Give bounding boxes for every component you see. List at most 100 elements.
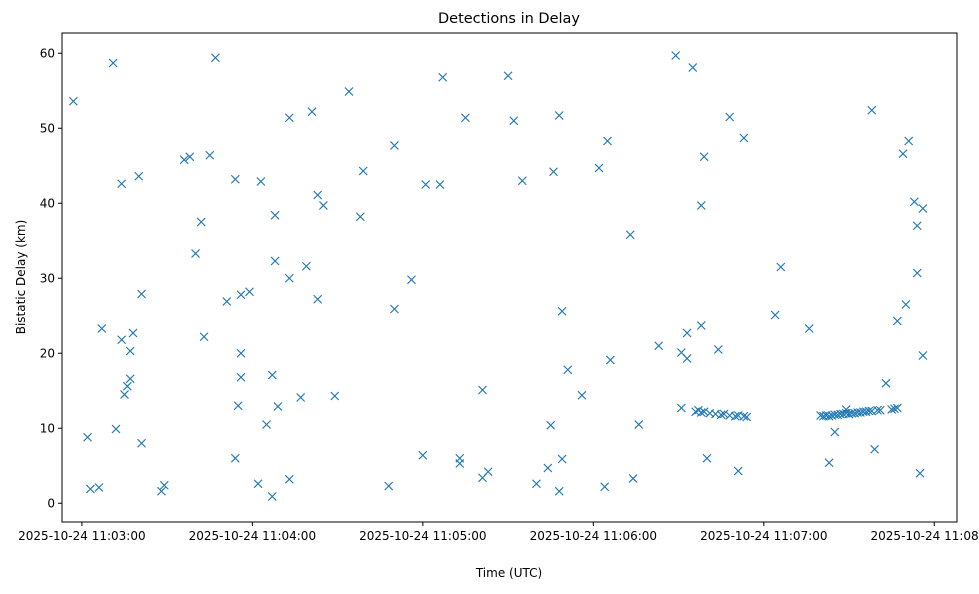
- data-point: [230, 453, 240, 463]
- data-point: [739, 411, 749, 421]
- data-point: [676, 403, 686, 413]
- data-point: [867, 105, 877, 115]
- data-point: [557, 454, 567, 464]
- data-point: [546, 420, 556, 430]
- data-point: [421, 180, 431, 189]
- data-point: [270, 256, 280, 266]
- data-point: [125, 346, 135, 356]
- data-point: [873, 405, 882, 415]
- x-tick-label: 2025-10-24 11:07:00: [700, 529, 827, 543]
- data-point: [682, 354, 692, 363]
- data-point: [770, 310, 780, 320]
- data-point: [418, 450, 428, 460]
- data-point: [739, 133, 749, 143]
- data-point: [284, 273, 294, 283]
- data-point: [117, 179, 127, 189]
- data-point: [696, 321, 706, 330]
- data-point: [179, 155, 189, 165]
- data-point: [273, 402, 283, 411]
- data-point: [699, 407, 709, 417]
- data-point: [199, 332, 209, 342]
- data-point: [245, 287, 254, 297]
- x-tick-label: 2025-10-24 11:03:00: [18, 529, 145, 543]
- data-point: [554, 486, 564, 496]
- data-point: [262, 420, 271, 429]
- data-point: [83, 432, 92, 442]
- y-tick-label: 30: [40, 271, 55, 285]
- y-axis: 0 10 20 30 40 50 60: [40, 46, 62, 510]
- data-point: [307, 107, 317, 117]
- data-point: [97, 324, 107, 333]
- data-point: [111, 424, 121, 434]
- data-point: [557, 306, 567, 316]
- data-point: [455, 453, 465, 463]
- data-point: [625, 230, 635, 240]
- data-point: [841, 405, 851, 414]
- data-point: [461, 113, 470, 123]
- data-point: [563, 365, 573, 375]
- data-points: [68, 51, 928, 501]
- data-point: [682, 328, 692, 338]
- data-point: [600, 482, 610, 492]
- data-point: [699, 152, 709, 162]
- x-axis: 2025-10-24 11:03:00 2025-10-24 11:04:00 20…: [18, 522, 979, 543]
- data-point: [898, 149, 908, 159]
- data-point: [318, 201, 328, 210]
- data-point: [671, 51, 681, 60]
- data-point: [296, 393, 306, 402]
- x-tick-label: 2025-10-24 11:08:00: [871, 529, 979, 543]
- data-point: [543, 463, 553, 473]
- data-point: [549, 167, 558, 177]
- data-point: [892, 316, 902, 326]
- data-point: [284, 113, 294, 123]
- data-point: [185, 152, 195, 162]
- data-point: [824, 458, 834, 468]
- data-point: [407, 275, 416, 285]
- data-point: [688, 63, 698, 72]
- data-point: [719, 409, 729, 419]
- data-point: [503, 71, 513, 81]
- data-point: [157, 486, 166, 496]
- data-point: [696, 201, 706, 210]
- data-point: [478, 385, 487, 395]
- data-point: [230, 174, 240, 184]
- data-point: [509, 116, 519, 126]
- data-point: [864, 406, 874, 416]
- data-point: [384, 481, 394, 491]
- data-point: [890, 404, 899, 414]
- data-point: [191, 249, 200, 258]
- y-axis-label: Bistatic Delay (km): [14, 220, 28, 335]
- x-axis-label: Time (UTC): [475, 566, 542, 580]
- data-point: [205, 150, 215, 160]
- data-point: [634, 420, 644, 429]
- data-point: [483, 467, 493, 477]
- data-point: [253, 479, 263, 489]
- data-point: [532, 479, 541, 489]
- data-point: [270, 210, 280, 220]
- data-point: [918, 351, 928, 360]
- y-tick-label: 0: [47, 496, 55, 510]
- data-point: [730, 411, 740, 421]
- data-point: [438, 72, 448, 82]
- data-point: [128, 328, 138, 338]
- data-point: [344, 87, 354, 96]
- chart-title: Detections in Delay: [438, 11, 580, 27]
- data-point: [733, 466, 743, 476]
- data-point: [713, 345, 723, 354]
- data-point: [605, 355, 615, 365]
- data-point: [117, 335, 127, 345]
- data-point: [804, 324, 814, 333]
- data-point: [267, 492, 277, 501]
- data-point: [159, 480, 169, 490]
- data-point: [236, 372, 246, 382]
- data-point: [125, 374, 135, 384]
- data-point: [134, 171, 144, 181]
- data-point: [85, 484, 95, 494]
- data-point: [887, 405, 897, 414]
- data-point: [912, 221, 922, 231]
- data-point: [875, 405, 885, 415]
- data-point: [702, 453, 712, 463]
- data-point: [577, 390, 587, 400]
- data-point: [696, 408, 706, 417]
- data-point: [211, 53, 220, 63]
